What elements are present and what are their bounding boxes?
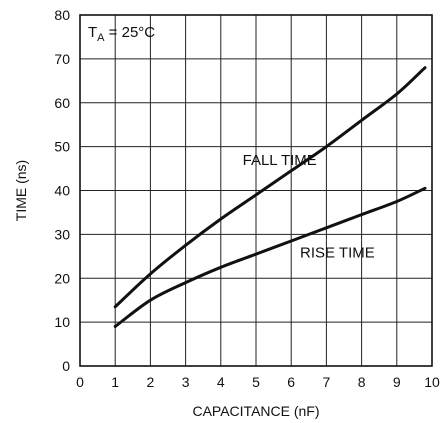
y-tick-label-40: 40 xyxy=(54,183,70,199)
y-tick-label-20: 20 xyxy=(54,270,70,286)
y-tick-label-70: 70 xyxy=(54,51,70,67)
y-axis-label: TIME (ns) xyxy=(13,160,29,221)
x-tick-label-7: 7 xyxy=(323,374,331,390)
y-tick-label-10: 10 xyxy=(54,314,70,330)
plot-frame xyxy=(79,14,433,367)
y-tick-label-50: 50 xyxy=(54,139,70,155)
x-tick-label-8: 8 xyxy=(358,374,366,390)
y-tick-label-80: 80 xyxy=(54,7,70,23)
y-tick-label-30: 30 xyxy=(54,226,70,242)
x-tick-label-3: 3 xyxy=(182,374,190,390)
condition-subscript: A xyxy=(97,32,105,44)
fall-time-curve xyxy=(113,66,427,309)
x-tick-label-9: 9 xyxy=(393,374,401,390)
rise-time-curve xyxy=(113,186,427,328)
y-tick-label-0: 0 xyxy=(62,358,70,374)
temperature-condition-label: TA = 25°C xyxy=(88,24,155,44)
x-axis-label: CAPACITANCE (nF) xyxy=(192,403,319,419)
series-lines xyxy=(113,66,427,328)
x-tick-labels: 0 1 2 3 4 5 6 7 8 9 10 xyxy=(76,374,440,390)
condition-rest: = 25°C xyxy=(105,24,156,41)
rise-time-annotation: RISE TIME xyxy=(300,245,375,262)
x-tick-label-10: 10 xyxy=(424,374,440,390)
x-tick-label-2: 2 xyxy=(147,374,155,390)
condition-main: T xyxy=(88,24,97,41)
x-tick-label-4: 4 xyxy=(217,374,225,390)
y-tick-labels: 0 10 20 30 40 50 60 70 80 xyxy=(54,7,70,374)
x-tick-label-1: 1 xyxy=(111,374,119,390)
x-tick-label-5: 5 xyxy=(252,374,260,390)
x-tick-label-0: 0 xyxy=(76,374,84,390)
y-tick-label-60: 60 xyxy=(54,95,70,111)
fall-time-annotation: FALL TIME xyxy=(243,152,317,169)
x-tick-label-6: 6 xyxy=(287,374,295,390)
